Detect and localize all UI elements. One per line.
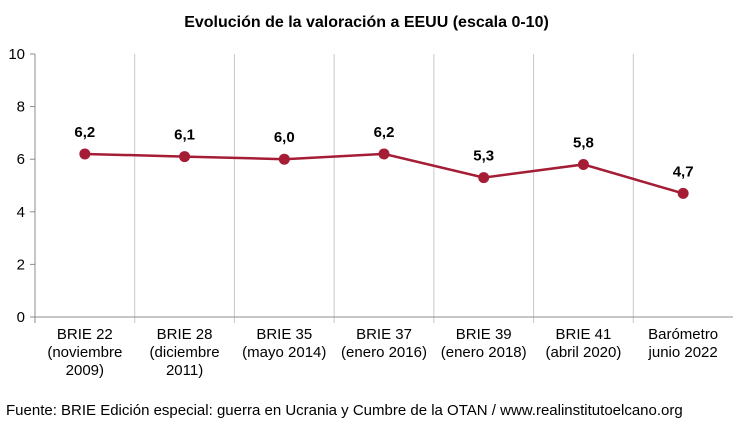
y-tick-label-2: 2 [17, 256, 25, 273]
data-point-4 [378, 148, 390, 160]
x-tick-line: BRIE 28 [157, 326, 213, 343]
x-tick-line: BRIE 22 [57, 326, 113, 343]
y-tick-label-8: 8 [17, 99, 25, 116]
data-point-5 [478, 172, 490, 184]
x-tick-line: (enero 2018) [441, 344, 527, 361]
data-label-6: 5,8 [573, 134, 594, 151]
data-points [79, 148, 689, 199]
x-tick-line: (diciembre [150, 344, 220, 361]
x-tick-label-7: Barómetro junio 2022 [648, 326, 719, 361]
x-tick-line: (abril 2020) [545, 344, 621, 361]
x-tick-line: Barómetro [648, 326, 718, 343]
x-tick-line: BRIE 41 [555, 326, 611, 343]
x-tick-line: (enero 2016) [341, 344, 427, 361]
x-tick-line: junio 2022 [648, 344, 718, 361]
x-tick-label-2: BRIE 28 (diciembre 2011) [150, 326, 220, 379]
x-tick-label-5: BRIE 39 (enero 2018) [441, 326, 527, 361]
series-line [84, 152, 684, 195]
data-label-4: 6,2 [374, 124, 395, 141]
y-tick-label-10: 10 [8, 46, 25, 63]
x-tick-label-3: BRIE 35 (mayo 2014) [242, 326, 326, 361]
x-tick-line: 2011) [166, 362, 203, 379]
series-polyline [84, 152, 684, 195]
data-point-1 [79, 148, 91, 160]
x-tick-line: BRIE 35 [256, 326, 312, 343]
x-tick-line: (noviembre [47, 344, 122, 361]
data-label-5: 5,3 [473, 148, 494, 165]
source-footnote: Fuente: BRIE Edición especial: guerra en… [6, 402, 683, 419]
data-label-3: 6,0 [274, 129, 295, 146]
x-tick-line: 2009) [66, 362, 104, 379]
x-tick-label-6: BRIE 41 (abril 2020) [545, 326, 621, 361]
x-tick-labels: BRIE 22 (noviembre 2009)BRIE 28 (diciembre 2… [47, 326, 718, 379]
x-tick-line: (mayo 2014) [242, 344, 326, 361]
x-tick-label-4: BRIE 37 (enero 2016) [341, 326, 427, 361]
data-labels: 6,2 6,1 6,0 6,2 5,3 5,8 4,7 [74, 124, 693, 180]
y-tick-label-6: 6 [17, 151, 25, 168]
x-tick-line: BRIE 39 [456, 326, 512, 343]
data-point-3 [278, 153, 290, 165]
vertical-gridlines [134, 54, 634, 323]
axes [30, 54, 733, 323]
x-tick-label-1: BRIE 22 (noviembre 2009) [47, 326, 122, 379]
y-tick-label-0: 0 [17, 309, 25, 326]
data-point-2 [179, 151, 191, 163]
chart-title: Evolución de la valoración a EEUU (escal… [184, 14, 549, 31]
y-tick-labels: 0 2 4 6 8 10 [8, 46, 35, 326]
data-label-2: 6,1 [174, 127, 195, 144]
data-label-1: 6,2 [74, 124, 95, 141]
data-label-7: 4,7 [673, 163, 694, 180]
y-tick-label-4: 4 [17, 204, 25, 221]
data-point-7 [677, 187, 689, 199]
x-tick-line: BRIE 37 [356, 326, 412, 343]
data-point-6 [577, 158, 589, 170]
